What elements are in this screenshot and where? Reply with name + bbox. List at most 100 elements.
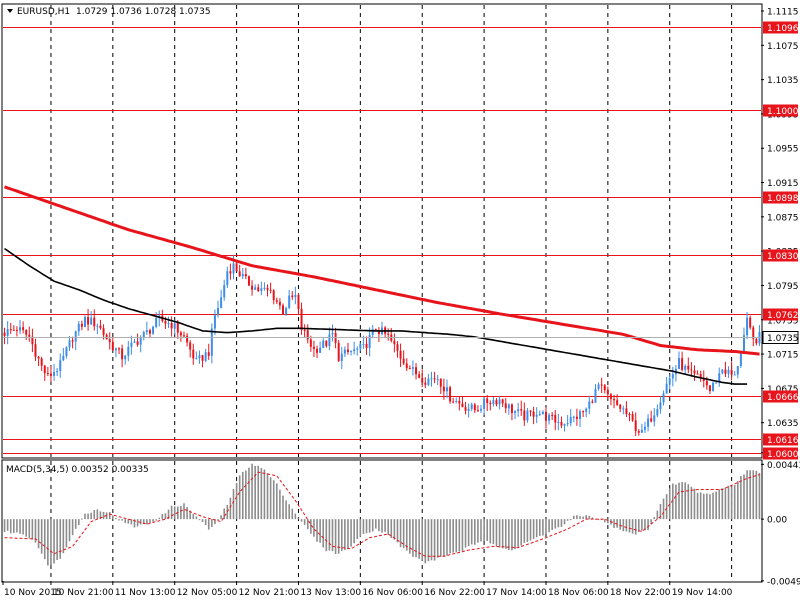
macd-histogram-bar [316,519,318,542]
macd-histogram-bar [607,519,609,524]
macd-histogram-bar [662,498,665,520]
price-tick-label: 1.1035 [767,76,799,86]
level-badge-text: 1.0830 [767,252,799,262]
macd-histogram-bar [712,492,714,520]
macd-histogram-bar [297,517,300,520]
macd-histogram-bar [402,519,405,549]
candle-bull [130,342,133,347]
price-panel[interactable]: 1.11151.10751.10351.09951.09551.09151.08… [1,3,799,460]
candle-bull [213,315,216,329]
macd-histogram-bar [279,489,281,520]
macd-panel[interactable]: 0.00443 0.00 -0.00499 MACD(5,34,5) 0.00352… [1,459,800,587]
price-tick-label: 1.0875 [767,213,799,223]
candle-bull [74,331,77,342]
candle-bear [297,294,300,309]
macd-histogram-bar [396,519,399,543]
macd-histogram-bar [31,519,34,540]
candle-bull [622,408,625,410]
macd-histogram-bar [22,519,24,535]
candle-bear [377,330,380,335]
candle-bear [275,300,278,302]
candle-bear [346,349,349,353]
macd-histogram-bar [740,476,742,520]
macd-histogram-bar [628,519,631,533]
candle-bull [535,414,538,417]
level-badge-box [763,104,798,117]
candle-bear [631,414,634,421]
macd-histogram-bar [430,519,433,561]
candle-bull [665,383,668,394]
macd-histogram-bar [47,519,49,566]
candle-bear [560,421,563,426]
candle-bull [6,329,9,336]
macd-histogram-bar [458,519,461,552]
level-badge-text: 1.0762 [767,311,799,321]
candle-bear [433,378,436,380]
candle-bull [343,349,346,354]
candle-bear [272,290,275,301]
macd-histogram-bar [217,519,219,521]
macd-histogram-bar [613,519,615,528]
macd-histogram-bar [211,519,213,527]
macd-histogram-bar [600,519,603,521]
macd-histogram-bar [678,482,680,520]
macd-tick-label: -0.00499 [767,577,800,587]
macd-histogram-bar [668,488,671,520]
candle-bear [247,276,250,286]
macd-histogram-bar [74,519,77,529]
price-tick-label: 1.0635 [767,419,799,429]
macd-histogram-bar [365,519,368,534]
candle-bull [254,287,257,290]
macd-histogram-bar [690,486,693,520]
macd-histogram-bar [631,519,634,534]
macd-histogram-bar [672,483,674,520]
macd-axis: 0.00443 0.00 -0.00499 [761,461,800,587]
candle-bull [563,423,566,426]
candle-bear [442,386,445,392]
macd-histogram-bar [347,519,349,550]
candle-bear [251,285,254,290]
candle-bear [207,352,210,356]
macd-histogram-bar [470,519,473,545]
candle-bull [96,325,99,327]
price-candles [3,255,761,436]
macd-histogram-bar [393,519,396,540]
candle-bull [566,423,569,425]
price-tick-label: 1.0955 [767,145,799,155]
macd-histogram-bar [195,516,198,520]
candle-bear [532,411,535,417]
macd-histogram-bar [647,519,649,531]
candle-bull [736,366,739,375]
candle-bull [362,343,365,345]
symbol-dropdown-icon[interactable] [7,9,13,13]
candle-bull [498,399,501,405]
macd-tick-label: 0.00 [767,516,787,526]
level-price-badges: 1.10961.10001.08981.08301.07621.06661.06… [763,21,799,460]
level-badge-text: 1.1096 [767,24,799,34]
candle-bear [238,271,241,277]
price-tick-label: 1.0715 [767,351,799,361]
candle-bear [121,348,124,360]
candle-bull [195,358,198,360]
candle-bear [108,339,111,343]
candle-bull [526,410,529,421]
macd-histogram-bar [71,519,74,536]
candle-bull [285,307,288,315]
macd-histogram-bar [702,493,705,520]
price-tick-label: 1.0795 [767,282,799,292]
macd-histogram-bar [260,468,263,520]
candle-bull [19,327,22,331]
candle-bull [572,416,575,418]
candle-bull [371,329,374,335]
time-tick-label: 13 Nov 13:00 [300,588,361,598]
macd-histogram-bar [118,519,120,521]
candle-bear [306,330,309,340]
candle-bull [288,295,291,308]
macd-histogram-bar [337,519,340,554]
candle-bear [170,323,173,329]
macd-histogram-bar [486,519,488,541]
macd-histogram-bar [310,519,312,534]
time-tick-label: 17 Nov 14:00 [486,588,547,598]
